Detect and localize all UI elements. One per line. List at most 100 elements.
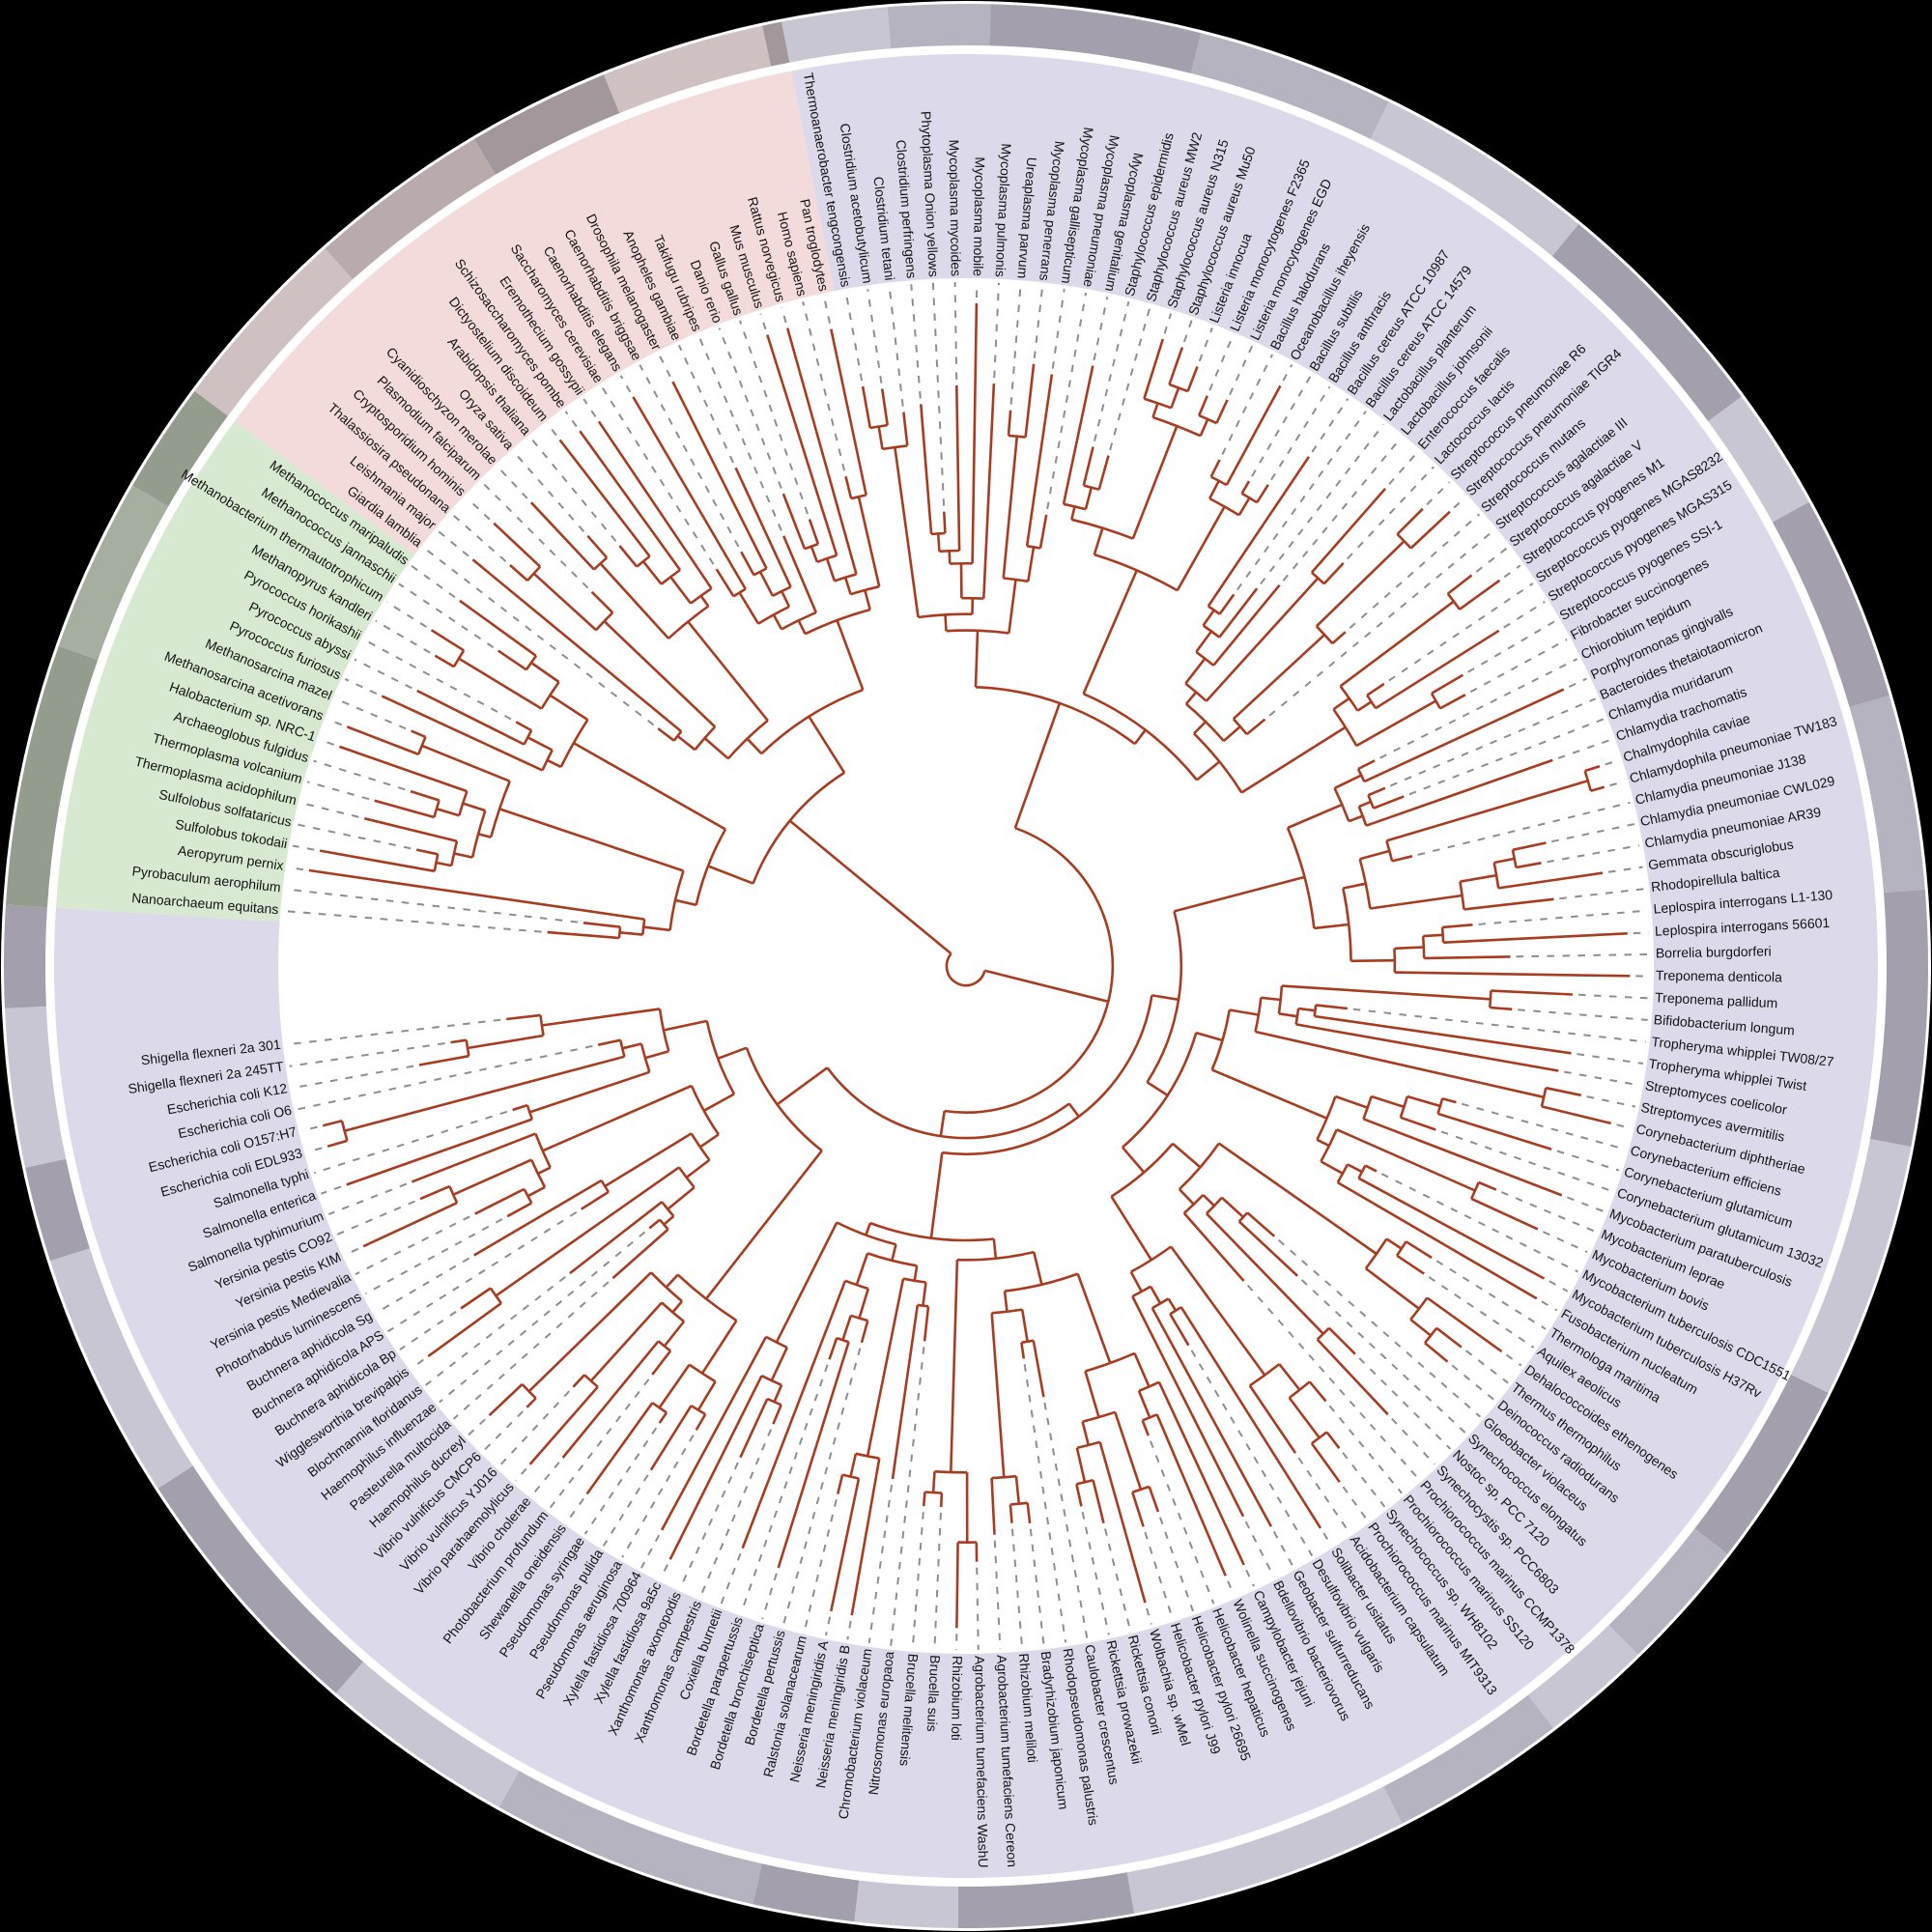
branch-line: [1541, 1105, 1612, 1125]
branch-line: [1331, 631, 1347, 645]
branch-line: [642, 925, 670, 932]
leaf-guide-line: [466, 497, 491, 521]
leaf-guide-line: [1390, 697, 1597, 787]
branch-line: [841, 1315, 853, 1341]
branch-line: [1347, 1163, 1363, 1174]
branch-line: [1405, 1240, 1433, 1260]
branch-arc: [930, 531, 946, 536]
branch-line: [825, 557, 837, 582]
branch-line: [1355, 699, 1437, 748]
leaf-guide-line: [1453, 497, 1465, 509]
branch-line: [338, 745, 468, 793]
branch-line: [660, 1336, 768, 1531]
branch-line: [1245, 718, 1266, 736]
branch-line: [1208, 480, 1220, 499]
branch-line: [1097, 455, 1110, 491]
leaf-guide-line: [292, 844, 315, 851]
branch-line: [1157, 1381, 1245, 1566]
branch-line: [474, 1187, 526, 1215]
branch-arc: [1076, 1440, 1101, 1450]
branch-arc: [956, 1250, 1035, 1262]
branch-line: [1141, 1419, 1151, 1436]
leaf-guide-line: [1093, 297, 1109, 361]
branch-line: [527, 1271, 652, 1393]
leaf-guide-line: [1182, 320, 1193, 343]
branch-line: [1356, 700, 1373, 712]
branch-line: [1327, 1326, 1356, 1355]
ring-segment: [50, 1248, 193, 1489]
branch-line: [1334, 1094, 1369, 1109]
branch-line: [849, 1453, 858, 1477]
branch-arc: [1122, 1032, 1198, 1149]
branch-line: [990, 1313, 1006, 1478]
branch-line: [734, 467, 792, 588]
branch-line: [665, 1273, 679, 1289]
branch-line: [1179, 1306, 1322, 1529]
leaf-guide-line: [365, 1218, 503, 1295]
leaf-guide-line: [437, 530, 469, 557]
leaf-guide-line: [1328, 1405, 1403, 1494]
branch-line: [1075, 1484, 1083, 1507]
leaf-guide-line: [566, 1497, 584, 1522]
branch-arc: [1356, 768, 1366, 782]
branch-line: [1584, 764, 1601, 773]
leaf-guide-line: [931, 282, 946, 506]
leaf-guide-line: [1567, 1196, 1605, 1213]
leaf-guide-line: [1633, 931, 1650, 935]
branch-line: [860, 1320, 869, 1344]
branch-arc: [917, 1303, 929, 1308]
branch-line: [411, 729, 427, 739]
branch-line: [1447, 574, 1473, 595]
branch-line: [667, 1186, 696, 1210]
leaf-guide-line: [781, 1348, 862, 1626]
branch-line: [1133, 1352, 1151, 1388]
taxon-label: Mycoplasma pulmonis: [993, 143, 1015, 277]
branch-line: [586, 534, 609, 559]
taxon-label: Agrobacterium tumefaciens WashU: [972, 1656, 991, 1868]
leaf-guide-line: [1500, 1191, 1597, 1234]
branch-line: [1184, 658, 1207, 685]
branch-line: [497, 649, 527, 671]
leaf-guide-line: [399, 1310, 457, 1351]
branch-line: [530, 661, 560, 684]
leaf-guide-line: [497, 466, 528, 499]
branch-arc: [1232, 718, 1248, 735]
branch-line: [1081, 1421, 1091, 1446]
ring-segment: [4, 904, 47, 1009]
branch-line: [1441, 923, 1473, 929]
branch-line: [1366, 682, 1385, 696]
leaf-guide-line: [301, 802, 359, 818]
leaf-guide-line: [1146, 1607, 1152, 1625]
branch-line: [1082, 569, 1138, 695]
leaf-guide-line: [1270, 385, 1331, 481]
branch-line: [542, 1084, 693, 1152]
branch-line: [1062, 365, 1094, 505]
branch-line: [676, 734, 696, 752]
branch-arc: [1249, 1363, 1281, 1387]
branch-line: [781, 590, 791, 608]
branch-line: [1516, 862, 1542, 869]
leaf-guide-line: [1268, 529, 1494, 717]
branch-line: [1314, 923, 1350, 930]
ring-segment: [194, 248, 354, 416]
branch-line: [1255, 1030, 1545, 1099]
branch-line: [777, 1341, 850, 1569]
branch-line: [1316, 1138, 1330, 1148]
branch-line: [773, 1384, 783, 1403]
ring-segment: [1708, 396, 1809, 523]
leaf-guide-lines: [284, 282, 1650, 1650]
leaf-guide-line: [1426, 481, 1451, 506]
branch-line: [715, 568, 735, 597]
branch-line: [1237, 497, 1251, 516]
leaf-guide-line: [1009, 284, 1022, 405]
branch-line: [808, 716, 846, 774]
branch-line: [663, 1321, 686, 1348]
branch-arc: [695, 828, 727, 906]
branch-line: [1215, 399, 1229, 424]
tree-branches: [308, 302, 1631, 1629]
branch-line: [1025, 374, 1054, 547]
branch-line: [658, 1363, 691, 1409]
branch-line: [526, 1397, 537, 1408]
branch-line: [1098, 1441, 1147, 1604]
